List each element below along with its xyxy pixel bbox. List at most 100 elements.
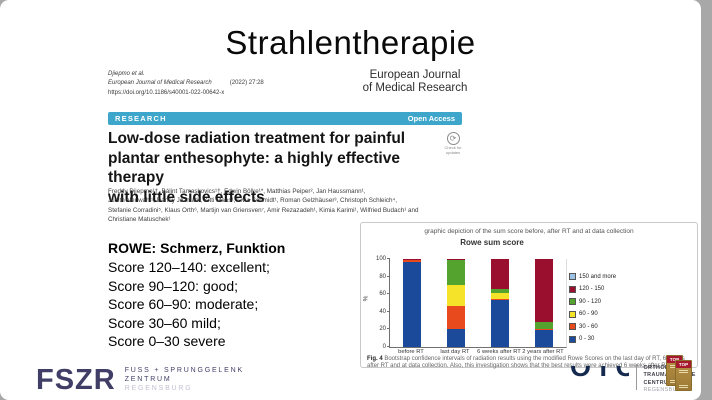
- bar-segment: [491, 300, 509, 347]
- x-axis-labels: before RT last day RT 6 weeks after RT 2 ye…: [389, 349, 565, 355]
- citation-issue: (2022) 27:28: [229, 80, 264, 87]
- y-tick-mark: [387, 310, 390, 312]
- legend-swatch: [569, 298, 576, 305]
- legend-label: 90 - 120: [579, 298, 602, 305]
- bar-segment: [447, 285, 465, 306]
- rowe-line: Score 30–60 mild;: [108, 314, 221, 331]
- chart-header: graphic depiction of the sum score befor…: [424, 228, 634, 235]
- bar-segment: [447, 328, 465, 347]
- open-access-label: Open Access: [407, 114, 455, 123]
- research-label: RESEARCH: [115, 114, 167, 123]
- x-tick-label: 2 years after RT: [522, 349, 564, 355]
- award-badges: TOP TOP: [666, 355, 700, 395]
- fszr-line1: FUSS + SPRUNGGELENK: [124, 367, 244, 374]
- fszr-line3: REGENSBURG: [124, 385, 193, 393]
- y-axis-label: %: [362, 295, 370, 302]
- seal-icon: [670, 365, 679, 383]
- otc-logo-text-clipped: OTC: [570, 366, 629, 382]
- legend-item: 150 and more: [569, 273, 616, 280]
- x-tick-label: before RT: [398, 349, 424, 355]
- rowe-score-block: ROWE: Schmerz, Funktion Score 120–140: e…: [108, 240, 285, 351]
- bar-segment: [535, 259, 553, 323]
- y-tick-label: 40: [379, 308, 386, 315]
- research-banner: RESEARCH Open Access: [108, 112, 462, 125]
- bar-segment: [491, 293, 509, 299]
- stacked-bar: [403, 259, 421, 347]
- check-for-updates-badge: ⟳ Check for updates: [440, 132, 466, 158]
- bar-segment: [403, 261, 421, 347]
- citation-authors: Djiepmo et al.: [108, 71, 145, 77]
- author-line: Judith Neuwahl¹, Danny Jazmati¹, Kitti M…: [108, 197, 397, 205]
- y-tick-mark: [387, 328, 390, 330]
- otc-centrum: CENTRUM: [643, 379, 674, 386]
- circular-arrow-icon: ⟳: [446, 132, 460, 145]
- bar-segment: [535, 330, 553, 347]
- check-for-updates-label: Check for updates: [444, 145, 462, 155]
- y-tick-mark: [387, 293, 390, 295]
- legend-swatch: [569, 273, 576, 280]
- rowe-line: Score 90–120: good;: [108, 277, 238, 294]
- bar-segment: [403, 259, 421, 262]
- stacked-bar: [491, 259, 509, 347]
- legend-label: 0 - 30: [579, 336, 595, 342]
- figure-caption: Fig. 4 Bootstrap confidence intervals of…: [367, 356, 691, 369]
- figure-number: Fig. 4: [367, 356, 383, 362]
- journal-name: European Journal of Medical Research: [362, 69, 468, 95]
- y-tick-label: 0: [382, 344, 386, 350]
- rowe-line: Score 0–30 severe: [108, 333, 226, 350]
- legend-item: 90 - 120: [569, 298, 616, 305]
- author-line: Stefanie Corradini⁵, Klaus Orth⁶, Martij…: [108, 206, 419, 214]
- author-line: Freddy Djiepmo¹†, Bálint Tamaskovics¹†, …: [108, 188, 366, 195]
- y-tick-mark: [387, 275, 390, 277]
- seal-icon: [679, 370, 688, 388]
- y-tick-mark: [387, 258, 390, 259]
- legend-swatch: [569, 335, 576, 343]
- bar-segment: [491, 259, 509, 289]
- legend-swatch: [569, 285, 576, 293]
- plot-area: 0 20 40 60 80 100: [376, 256, 567, 350]
- paper-title: Low-dose radiation treatment for painful…: [108, 130, 406, 207]
- otc-divider: [635, 364, 637, 390]
- x-tick-label: last day RT: [440, 349, 470, 355]
- rowe-heading: ROWE: Schmerz, Funktion: [108, 240, 286, 256]
- citation-doi: https://doi.org/10.1186/s40001-022-00642…: [108, 89, 225, 96]
- chart-panel: graphic depiction of the sum score befor…: [360, 222, 698, 369]
- legend-item: 60 - 90: [569, 310, 616, 318]
- bar-segment: [403, 259, 421, 260]
- legend-label: 150 and more: [579, 273, 617, 280]
- legend-label: 60 - 90: [579, 311, 598, 317]
- author-list: Freddy Djiepmo¹†, Bálint Tamaskovics¹†, …: [108, 187, 468, 225]
- otc-line1: ORTHOPÄDIE: [643, 365, 684, 371]
- award-badge: TOP: [675, 360, 692, 391]
- bar-segment: [535, 329, 553, 331]
- citation: Djiepmo et al. European Journal of Medic…: [108, 70, 264, 98]
- legend-label: 120 - 150: [579, 286, 605, 292]
- slide-title: Strahlentherapie: [225, 24, 476, 61]
- figure-caption-text: Bootstrap confidence intervals of radiat…: [367, 356, 685, 369]
- legend-label: 30 - 60: [579, 323, 598, 330]
- y-tick-label: 60: [379, 291, 386, 298]
- rowe-line: Score 60–90: moderate;: [108, 296, 259, 313]
- chart-title: Rowe sum score: [460, 238, 524, 247]
- y-tick-label: 80: [379, 273, 386, 280]
- bar-segment: [491, 288, 509, 294]
- bar-segment: [535, 322, 553, 329]
- legend-item: 120 - 150: [569, 285, 616, 293]
- bar-segment: [447, 259, 465, 260]
- author-line: Christiane Matuschek¹: [108, 216, 171, 224]
- otc-regensburg: REGENSBURG: [643, 386, 686, 393]
- rowe-line: Score 120–140: excellent;: [108, 259, 270, 275]
- bars-row: [390, 259, 566, 347]
- legend-swatch: [569, 323, 576, 330]
- citation-journal: European Journal of Medical Research: [108, 80, 212, 87]
- bar-segment: [447, 305, 465, 329]
- x-tick-label: 6 weeks after RT: [477, 349, 521, 355]
- bar-segment: [491, 298, 509, 301]
- fszr-logo-text: FSZR: [36, 363, 116, 396]
- stacked-bar: [535, 259, 553, 347]
- y-tick-label: 100: [375, 256, 386, 262]
- bar-segment: [447, 259, 465, 286]
- stacked-bar: [447, 259, 465, 347]
